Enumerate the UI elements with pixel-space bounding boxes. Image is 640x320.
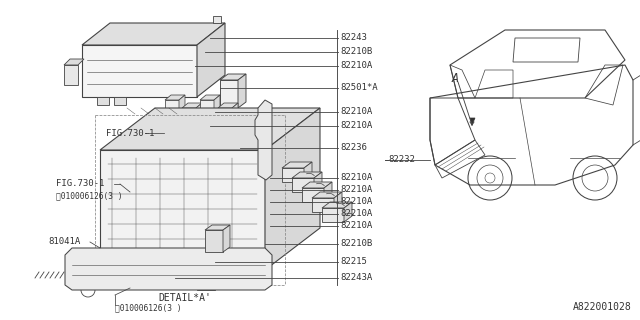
Polygon shape xyxy=(334,192,342,212)
Text: DETAIL*A': DETAIL*A' xyxy=(159,293,211,303)
Text: FIG.730-1: FIG.730-1 xyxy=(56,180,104,188)
Polygon shape xyxy=(179,95,185,118)
Polygon shape xyxy=(200,100,214,118)
Polygon shape xyxy=(100,108,320,150)
Polygon shape xyxy=(214,95,220,118)
Polygon shape xyxy=(232,103,238,126)
Polygon shape xyxy=(114,97,126,105)
Polygon shape xyxy=(292,172,322,178)
Polygon shape xyxy=(302,182,332,188)
Text: 82232: 82232 xyxy=(388,156,415,164)
Polygon shape xyxy=(148,126,164,150)
Polygon shape xyxy=(304,162,312,182)
Polygon shape xyxy=(238,74,246,108)
Text: 82215: 82215 xyxy=(340,258,367,267)
Polygon shape xyxy=(64,65,78,85)
Polygon shape xyxy=(164,121,171,150)
Text: A: A xyxy=(451,71,459,84)
Polygon shape xyxy=(197,268,215,290)
Polygon shape xyxy=(302,188,324,202)
Text: 82210A: 82210A xyxy=(340,210,372,219)
Polygon shape xyxy=(218,103,238,108)
Text: 82501*A: 82501*A xyxy=(340,84,378,92)
Text: Ⓑ010006126(3 ): Ⓑ010006126(3 ) xyxy=(56,191,122,201)
Polygon shape xyxy=(165,95,185,100)
Text: 82210A: 82210A xyxy=(340,197,372,206)
Text: Ⓑ010006126(3 ): Ⓑ010006126(3 ) xyxy=(115,303,182,313)
Polygon shape xyxy=(265,108,320,270)
Polygon shape xyxy=(64,59,84,65)
Polygon shape xyxy=(314,172,322,192)
Polygon shape xyxy=(196,103,202,126)
Text: 82236: 82236 xyxy=(340,143,367,153)
Polygon shape xyxy=(470,118,475,125)
Text: 82210A: 82210A xyxy=(340,173,372,182)
Polygon shape xyxy=(255,100,272,180)
Polygon shape xyxy=(220,80,238,108)
Polygon shape xyxy=(65,248,272,290)
Polygon shape xyxy=(344,202,352,222)
Polygon shape xyxy=(182,103,202,108)
Polygon shape xyxy=(312,192,342,198)
Text: 82243: 82243 xyxy=(340,34,367,43)
Text: FIG.730-1: FIG.730-1 xyxy=(106,129,154,138)
Text: 81041A: 81041A xyxy=(48,237,80,246)
Polygon shape xyxy=(182,108,196,126)
Text: 82210A: 82210A xyxy=(340,61,372,70)
Polygon shape xyxy=(220,74,246,80)
Text: A822001028: A822001028 xyxy=(573,302,632,312)
Polygon shape xyxy=(324,182,332,202)
Polygon shape xyxy=(200,95,220,100)
Polygon shape xyxy=(218,108,232,126)
Polygon shape xyxy=(223,225,230,252)
Text: 82210A: 82210A xyxy=(340,108,372,116)
Polygon shape xyxy=(322,202,352,208)
Polygon shape xyxy=(97,97,109,105)
Polygon shape xyxy=(197,23,225,97)
Text: 82210A: 82210A xyxy=(340,186,372,195)
Polygon shape xyxy=(82,23,225,45)
Text: 82210A: 82210A xyxy=(340,221,372,230)
Polygon shape xyxy=(100,150,265,270)
Text: 82243A: 82243A xyxy=(340,274,372,283)
Polygon shape xyxy=(82,45,197,97)
Polygon shape xyxy=(213,16,221,23)
Polygon shape xyxy=(312,198,334,212)
Text: 82210B: 82210B xyxy=(340,47,372,57)
Polygon shape xyxy=(292,178,314,192)
Polygon shape xyxy=(148,121,171,126)
Polygon shape xyxy=(165,100,179,118)
Polygon shape xyxy=(282,168,304,182)
Polygon shape xyxy=(282,162,312,168)
Text: 82210A: 82210A xyxy=(340,122,372,131)
Polygon shape xyxy=(205,225,230,230)
Polygon shape xyxy=(205,230,223,252)
Polygon shape xyxy=(322,208,344,222)
Text: 82210B: 82210B xyxy=(340,239,372,249)
